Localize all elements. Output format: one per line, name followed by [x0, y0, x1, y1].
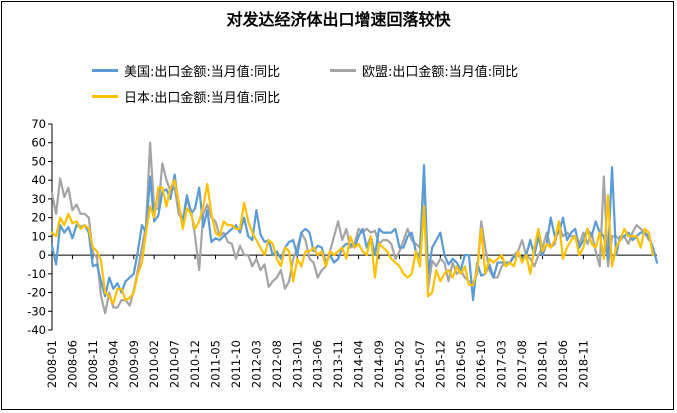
x-tick-label: 2010-07	[168, 340, 182, 388]
legend-item-jp: 日本:出口金额:当月值:同比	[92, 87, 280, 106]
x-tick-label: 2013-11	[331, 340, 345, 388]
x-tick-label: 2008-11	[86, 340, 100, 388]
y-tick-label: -20	[27, 286, 46, 300]
x-tick-label: 2010-02	[147, 340, 161, 388]
series-line-2	[50, 179, 655, 305]
legend-item-eu: 欧盟:出口金额:当月值:同比	[330, 61, 518, 80]
y-tick-label: 60	[31, 136, 46, 150]
x-tick-label: 2009-09	[127, 340, 141, 388]
x-tick-label: 2008-01	[45, 340, 59, 388]
x-tick-label: 2016-05	[454, 340, 468, 388]
x-tick-label: 2018-11	[576, 340, 590, 388]
x-tick-label: 2016-10	[474, 340, 488, 388]
x-tick-label: 2008-06	[65, 340, 79, 388]
legend-swatch-jp	[92, 95, 118, 98]
x-tick-label: 2011-10	[229, 340, 243, 388]
legend-item-us: 美国:出口金额:当月值:同比	[92, 61, 280, 80]
legend-label-us: 美国:出口金额:当月值:同比	[124, 65, 281, 80]
x-tick-label: 2011-05	[209, 340, 223, 388]
x-tick-label: 2009-04	[106, 340, 120, 388]
y-tick-label: 50	[31, 154, 46, 168]
legend-swatch-us	[92, 69, 118, 72]
x-tick-label: 2018-01	[536, 340, 550, 388]
y-tick-label: -30	[27, 304, 46, 318]
x-tick-label: 2017-08	[515, 340, 529, 388]
x-tick-label: 2013-06	[311, 340, 325, 388]
x-tick-label: 2015-02	[392, 340, 406, 388]
x-tick-label: 2014-04	[352, 340, 366, 388]
chart-title: 对发达经济体出口增速回落较快	[226, 10, 451, 29]
x-tick-label: 2017-03	[495, 340, 509, 388]
y-tick-label: 20	[31, 211, 46, 225]
y-tick-label: 40	[31, 173, 46, 187]
legend-swatch-eu	[330, 69, 356, 72]
series-line-0	[50, 164, 659, 302]
x-tick-label: 2013-01	[290, 340, 304, 388]
y-tick-label: -40	[27, 323, 46, 337]
y-tick-label: 0	[39, 248, 46, 262]
series-line-1	[50, 141, 650, 315]
series-layer	[50, 141, 659, 315]
x-tick-label: 2015-12	[433, 340, 447, 388]
y-tick-label: 30	[31, 192, 46, 206]
x-tick-label: 2012-03	[249, 340, 263, 388]
y-tick-label: -10	[27, 267, 46, 281]
x-tick-label: 2015-07	[413, 340, 427, 388]
x-tick-label: 2014-09	[372, 340, 386, 388]
y-tick-label: 70	[31, 117, 46, 131]
legend-label-eu: 欧盟:出口金额:当月值:同比	[362, 65, 519, 80]
y-tick-label: 10	[31, 229, 46, 243]
x-tick-label: 2018-06	[556, 340, 570, 388]
legend-label-jp: 日本:出口金额:当月值:同比	[124, 91, 281, 106]
x-tick-label: 2010-12	[188, 340, 202, 388]
axes: 70 60 50 40 30 20 10 0 -10 -20 -30 -40 2008-01 2008-0…	[27, 117, 657, 388]
x-tick-label: 2012-08	[270, 340, 284, 388]
